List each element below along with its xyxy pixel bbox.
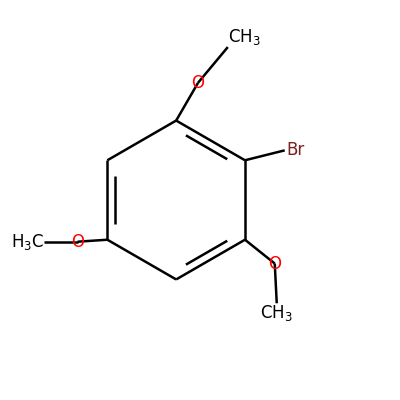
Text: O: O bbox=[71, 233, 84, 251]
Text: CH$_3$: CH$_3$ bbox=[228, 27, 260, 47]
Text: O: O bbox=[268, 254, 281, 272]
Text: Br: Br bbox=[287, 141, 305, 159]
Text: H$_3$C: H$_3$C bbox=[11, 232, 44, 252]
Text: CH$_3$: CH$_3$ bbox=[260, 303, 293, 323]
Text: O: O bbox=[192, 74, 204, 92]
